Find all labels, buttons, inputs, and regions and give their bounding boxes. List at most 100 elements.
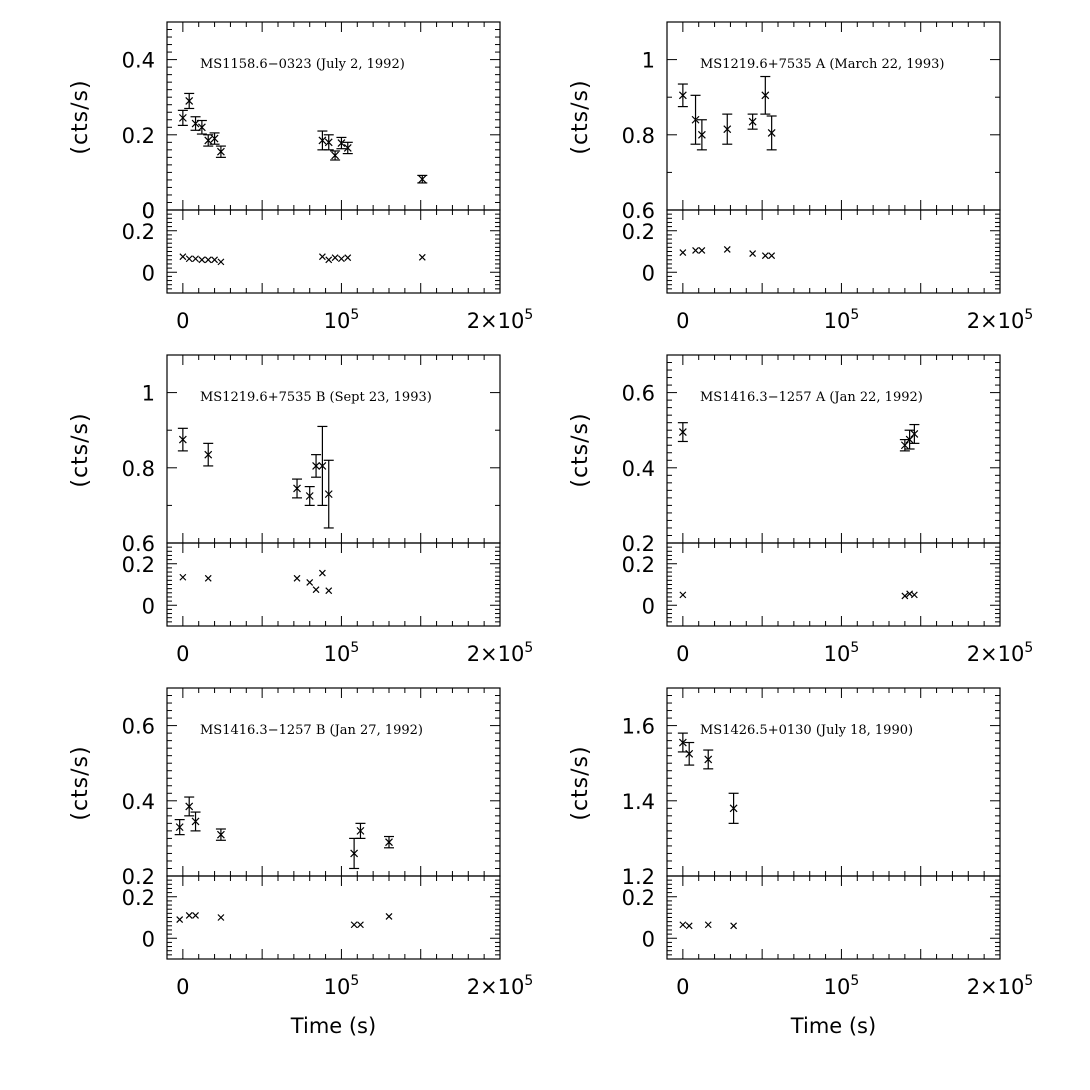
- y-axis-label: (cts/s): [568, 412, 593, 487]
- ratio-point: [679, 591, 687, 599]
- data-point: [203, 442, 214, 467]
- lower-frame: [666, 875, 1001, 960]
- upper-frame: [666, 21, 1001, 211]
- data-point: [317, 425, 328, 506]
- data-point: [384, 835, 394, 849]
- data-point: [323, 134, 334, 151]
- data-point: [904, 429, 915, 450]
- ratio-point: [768, 252, 776, 260]
- data-point: [728, 792, 739, 824]
- ratio-point: [901, 592, 909, 600]
- data-point: [677, 732, 688, 753]
- panel-title: MS1158.6−0323 (July 2, 1992): [200, 57, 405, 72]
- data-point: [190, 811, 201, 832]
- ratio-point: [685, 922, 693, 930]
- x-tick-label: 0: [676, 642, 689, 666]
- y-tick-label: 0: [142, 199, 155, 223]
- y-axis-label: (cts/s): [68, 745, 93, 820]
- ratio-point: [318, 569, 326, 577]
- x-tick-label: 105: [324, 307, 360, 333]
- y-tick-label: 0.6: [122, 715, 155, 739]
- ratio-point: [385, 913, 393, 920]
- ratio-point: [204, 574, 212, 582]
- y-tick-label: 0.2: [622, 886, 655, 910]
- y-tick-label: 0: [142, 594, 155, 618]
- y-tick-label: 0.2: [122, 220, 155, 244]
- y-tick-label: 0.8: [122, 457, 155, 481]
- ratio-point: [698, 247, 706, 254]
- lower-frame: [666, 209, 1001, 294]
- panel-4: 0 105 2×105 0.4 0.6 0 0.20.2 MS1416.3−1257 A (J…: [568, 354, 1033, 666]
- ratio-point: [325, 587, 333, 595]
- data-point: [336, 136, 347, 150]
- data-point: [317, 130, 328, 151]
- ratio-point: [211, 256, 218, 264]
- x-tick-label: 2×105: [467, 640, 534, 666]
- x-axis-label: Time (s): [290, 1014, 376, 1038]
- x-tick-label: 2×105: [967, 307, 1034, 333]
- data-point: [349, 837, 360, 870]
- data-point: [177, 427, 188, 452]
- ratio-point: [338, 255, 345, 263]
- upper-frame: [666, 354, 1001, 544]
- data-point: [355, 822, 366, 840]
- ratio-point: [325, 256, 333, 264]
- y-tick-label: 1.2: [622, 865, 655, 889]
- ratio-point: [692, 247, 699, 254]
- ratio-point: [293, 574, 301, 582]
- ratio-point: [723, 246, 731, 253]
- data-point: [766, 115, 777, 151]
- y-axis-label: (cts/s): [68, 412, 93, 487]
- y-tick-label: 0.6: [122, 532, 155, 556]
- upper-frame: [666, 687, 1001, 877]
- x-tick-label: 105: [824, 973, 860, 999]
- upper-frame: [166, 21, 501, 211]
- x-tick-label: 105: [324, 973, 360, 999]
- y-tick-label: 0.4: [122, 790, 155, 814]
- panel-3: 0 105 2×105 0.8 1 0 0.20.6 MS1219.6+7535 B (Sep…: [68, 354, 534, 666]
- data-point: [292, 478, 303, 499]
- y-tick-label: 0.4: [122, 49, 155, 73]
- y-tick-label: 0.2: [622, 532, 655, 556]
- lower-frame: [666, 542, 1001, 627]
- y-tick-label: 0.4: [622, 457, 655, 481]
- y-tick-label: 1: [142, 382, 155, 406]
- panel-title: MS1219.6+7535 A (March 22, 1993): [700, 57, 944, 72]
- data-point: [417, 174, 428, 184]
- data-point: [209, 132, 220, 145]
- ratio-point: [679, 249, 687, 256]
- y-tick-label: 0.2: [122, 124, 155, 148]
- lower-frame: [166, 209, 501, 294]
- upper-frame: [166, 354, 501, 544]
- data-point: [184, 92, 195, 110]
- ratio-point: [318, 253, 326, 261]
- ratio-point: [357, 921, 364, 929]
- x-tick-label: 2×105: [467, 973, 534, 999]
- y-axis-label: (cts/s): [568, 79, 593, 154]
- y-tick-label: 1.6: [622, 715, 655, 739]
- panel-5: 0 105 2×105 0.4 0.6 0 0.20.2 MS1416.3−1257 B (J…: [68, 687, 534, 999]
- data-point: [342, 141, 353, 155]
- y-tick-label: 0: [142, 199, 155, 223]
- y-tick-label: 1: [642, 49, 655, 73]
- y-tick-label: 0.2: [122, 553, 155, 577]
- y-tick-label: 0: [642, 261, 655, 285]
- ratio-point: [185, 255, 193, 263]
- panel-2: 0 105 2×105 0.8 1 0 0.20.6 MS1219.6+7535 A (Mar…: [568, 21, 1034, 333]
- panel-title: MS1416.3−1257 B (Jan 27, 1992): [200, 723, 423, 738]
- ratio-point: [679, 921, 687, 929]
- ratio-point: [217, 258, 225, 266]
- data-point: [909, 423, 920, 444]
- ratio-point: [185, 912, 193, 919]
- ratio-point: [204, 256, 212, 264]
- ratio-point: [749, 250, 757, 257]
- data-point: [330, 150, 341, 161]
- panel-6: 0 105 2×105 1.4 1.6 0 0.21.2 MS1426.5+0130 (Jul…: [568, 687, 1033, 999]
- data-point: [703, 749, 714, 770]
- ratio-point: [198, 256, 206, 264]
- y-tick-label: 0: [642, 594, 655, 618]
- ratio-point: [350, 921, 358, 929]
- y-tick-label: 0.6: [622, 382, 655, 406]
- data-point: [747, 113, 758, 130]
